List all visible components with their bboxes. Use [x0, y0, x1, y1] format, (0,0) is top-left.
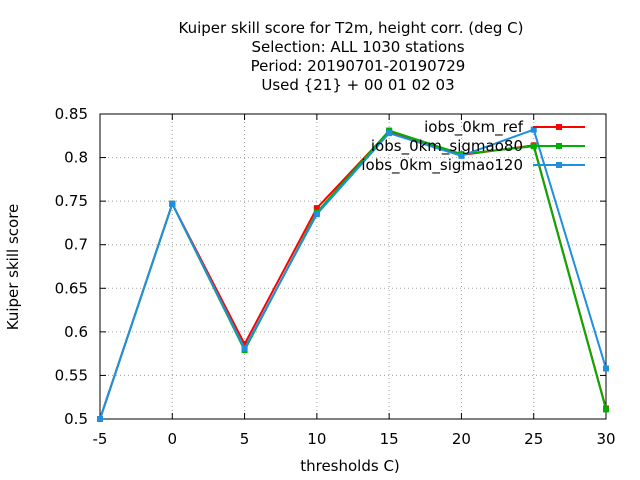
legend-label: iobs_0km_ref: [424, 118, 524, 137]
x-tick-label: 5: [240, 430, 250, 448]
y-axis-label: Kuiper skill score: [4, 204, 22, 331]
legend-marker: [556, 143, 562, 149]
legend-marker: [556, 124, 562, 130]
y-tick-label: 0.5: [64, 410, 88, 428]
data-point: [169, 200, 176, 207]
y-tick-label: 0.6: [64, 323, 88, 341]
axis-ticks: [99, 113, 607, 420]
data-point: [530, 126, 537, 133]
x-tick-label: 10: [307, 430, 326, 448]
grid: [100, 114, 606, 419]
series-lines: [97, 126, 609, 422]
title-line-3: Period: 20190701-20190729: [251, 57, 466, 75]
x-tick-label: 30: [596, 430, 615, 448]
data-point: [603, 406, 609, 413]
plot-frame: [99, 113, 607, 420]
title-line-4: Used {21} + 00 01 02 03: [261, 76, 454, 94]
data-point: [313, 205, 320, 212]
y-tick-label: 0.55: [55, 366, 88, 384]
x-tick-labels: -5 0 5 10 15 20 25 30: [93, 430, 616, 448]
x-tick-label: -5: [93, 430, 108, 448]
y-tick-label: 0.8: [64, 149, 88, 167]
y-tick-labels: 0.5 0.55 0.6 0.65 0.7 0.75 0.8 0.85: [55, 105, 88, 428]
chart-title: Kuiper skill score for T2m, height corr.…: [179, 19, 524, 94]
legend-marker: [556, 162, 562, 168]
x-tick-label: 15: [380, 430, 399, 448]
legend-label: iobs_0km_sigmao80: [371, 137, 523, 156]
series-line-2: [99, 128, 607, 420]
data-point: [313, 211, 320, 218]
legend: iobs_0km_refiobs_0km_sigmao80iobs_0km_si…: [361, 118, 585, 175]
title-line-2: Selection: ALL 1030 stations: [251, 38, 464, 56]
data-point: [386, 130, 393, 137]
data-point: [241, 345, 248, 352]
y-tick-label: 0.7: [64, 236, 88, 254]
data-point: [458, 152, 465, 159]
data-point: [603, 365, 609, 372]
x-axis-label: thresholds C): [300, 457, 400, 475]
legend-label: iobs_0km_sigmao120: [361, 156, 523, 175]
y-tick-label: 0.85: [55, 105, 88, 123]
title-line-1: Kuiper skill score for T2m, height corr.…: [179, 19, 524, 37]
data-point: [241, 341, 248, 348]
x-tick-label: 25: [524, 430, 543, 448]
y-tick-label: 0.65: [55, 279, 88, 297]
x-tick-label: 0: [168, 430, 178, 448]
y-tick-label: 0.75: [55, 192, 88, 210]
x-tick-label: 20: [452, 430, 471, 448]
data-point: [97, 416, 103, 422]
